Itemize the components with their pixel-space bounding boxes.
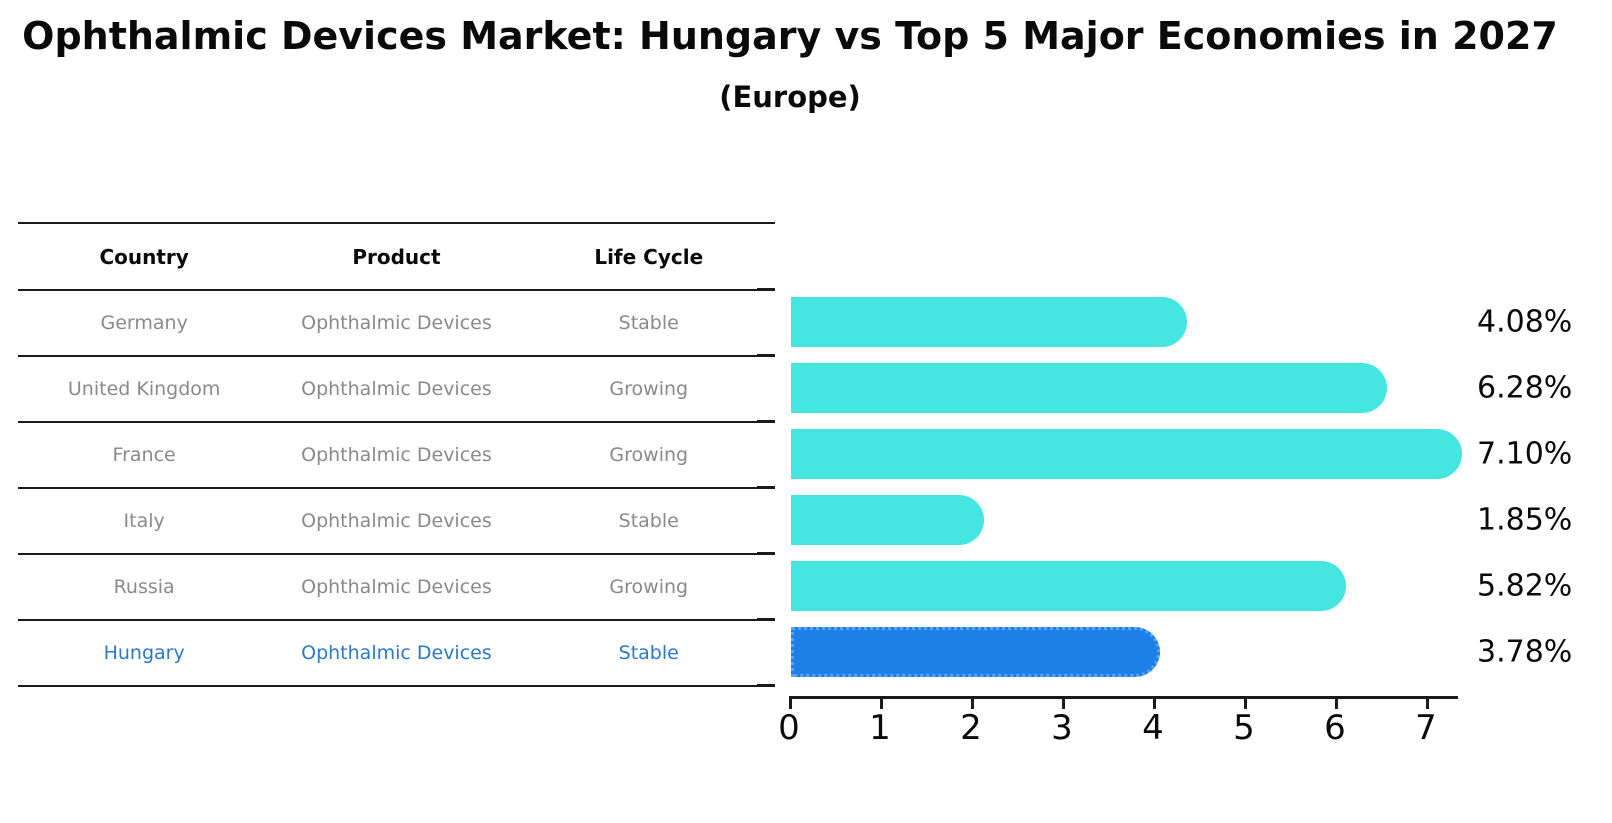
product-cell: Ophthalmic Devices <box>301 444 492 466</box>
x-tick-label: 5 <box>1233 708 1255 748</box>
table-row: Russia Ophthalmic Devices Growing <box>18 555 775 621</box>
bar-hungary <box>791 627 1160 677</box>
country-cell: United Kingdom <box>67 378 221 400</box>
x-tick-label: 0 <box>778 708 800 748</box>
x-tick <box>1062 699 1065 709</box>
x-axis <box>789 696 1459 699</box>
product-cell: Ophthalmic Devices <box>301 312 492 334</box>
bar-russia <box>791 561 1346 611</box>
x-tick <box>1153 699 1156 709</box>
bar-value-label: 7.10% <box>1477 436 1573 472</box>
country-cell: France <box>112 444 176 466</box>
bar-value-label: 4.08% <box>1477 304 1573 340</box>
x-tick-label: 4 <box>1142 708 1164 748</box>
page-title: Ophthalmic Devices Market: Hungary vs To… <box>22 14 1558 58</box>
country-table: Country Product Life Cycle Germany Ophtha… <box>18 222 775 687</box>
table-row: France Ophthalmic Devices Growing <box>18 423 775 489</box>
table-row: United Kingdom Ophthalmic Devices Growing <box>18 357 775 423</box>
x-tick-label: 3 <box>1051 708 1073 748</box>
product-cell: Ophthalmic Devices <box>301 642 492 664</box>
life-cycle-cell: Stable <box>618 510 679 532</box>
x-tick <box>1426 699 1429 709</box>
x-tick <box>971 699 974 709</box>
bar-value-label: 3.78% <box>1477 634 1573 670</box>
page-subtitle: (Europe) <box>719 80 861 114</box>
table-row: Germany Ophthalmic Devices Stable <box>18 291 775 357</box>
life-cycle-cell: Stable <box>618 312 679 334</box>
x-tick <box>789 699 792 709</box>
bar-value-label: 1.85% <box>1477 502 1573 538</box>
x-tick-label: 7 <box>1415 708 1437 748</box>
column-header-lifecycle: Life Cycle <box>594 244 704 269</box>
x-tick-label: 2 <box>960 708 982 748</box>
life-cycle-cell: Growing <box>609 576 689 598</box>
table-body: Germany Ophthalmic Devices Stable United Ki… <box>18 291 775 687</box>
product-cell: Ophthalmic Devices <box>301 576 492 598</box>
bar-united-kingdom <box>791 363 1388 413</box>
country-cell: Russia <box>113 576 175 598</box>
column-header-product: Product <box>352 244 441 269</box>
x-tick <box>1335 699 1338 709</box>
bar-italy <box>791 495 985 545</box>
country-cell: Italy <box>123 510 165 532</box>
country-cell: Germany <box>100 312 188 334</box>
life-cycle-cell: Growing <box>609 444 689 466</box>
x-tick-label: 1 <box>869 708 891 748</box>
table-row: Italy Ophthalmic Devices Stable <box>18 489 775 555</box>
table-row: Hungary Ophthalmic Devices Stable <box>18 621 775 687</box>
bar-france <box>791 429 1463 479</box>
life-cycle-cell: Stable <box>618 642 679 664</box>
product-cell: Ophthalmic Devices <box>301 510 492 532</box>
bar-germany <box>791 297 1188 347</box>
x-tick <box>1244 699 1247 709</box>
product-cell: Ophthalmic Devices <box>301 378 492 400</box>
x-tick-label: 6 <box>1324 708 1346 748</box>
life-cycle-cell: Growing <box>609 378 689 400</box>
table-header-row: Country Product Life Cycle <box>18 224 775 291</box>
country-cell: Hungary <box>103 642 185 664</box>
x-tick <box>880 699 883 709</box>
bar-value-label: 5.82% <box>1477 568 1573 604</box>
column-header-country: Country <box>99 244 189 269</box>
bar-value-label: 6.28% <box>1477 370 1573 406</box>
